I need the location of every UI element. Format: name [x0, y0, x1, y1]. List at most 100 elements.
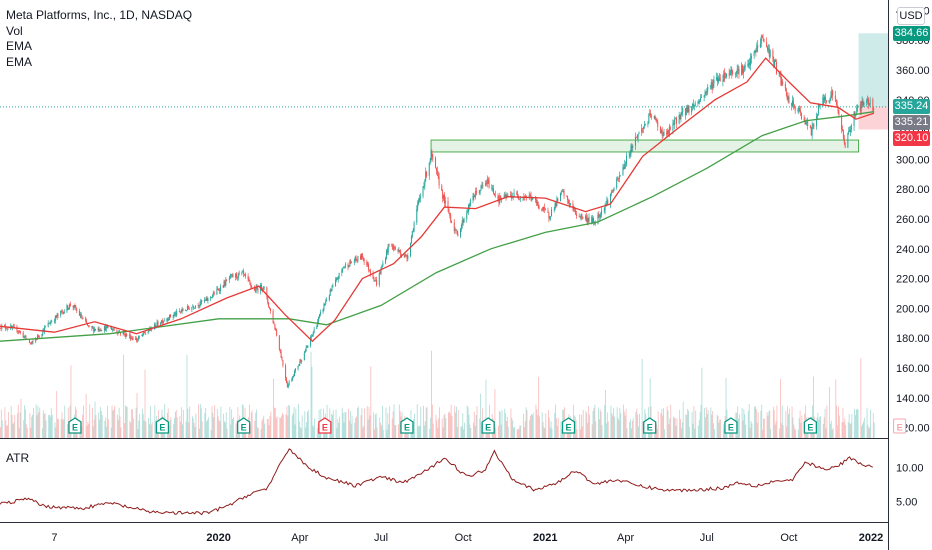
- volume-bar: [756, 422, 758, 438]
- candle-body: [28, 339, 30, 343]
- candle-body: [316, 325, 318, 330]
- volume-bar: [723, 429, 725, 438]
- volume-bar: [151, 422, 153, 438]
- candle-body: [311, 334, 313, 337]
- candle-body: [659, 126, 661, 134]
- candle-body: [562, 190, 564, 192]
- volume-bar: [520, 425, 522, 438]
- volume-bar: [530, 415, 532, 438]
- volume-bar: [89, 404, 91, 438]
- support-zone: [430, 139, 860, 153]
- volume-bar: [861, 426, 863, 438]
- legend-symbol[interactable]: Meta Platforms, Inc., 1D, NASDAQ: [6, 8, 193, 22]
- candle-body: [368, 264, 370, 270]
- legend-ema-fast[interactable]: EMA: [6, 39, 33, 53]
- volume-bar: [217, 416, 219, 438]
- candle-body: [228, 278, 230, 281]
- volume-bar: [455, 412, 457, 438]
- candle-body: [362, 257, 364, 259]
- volume-bar: [316, 427, 318, 438]
- candle-body: [631, 145, 633, 148]
- volume-bar: [354, 422, 356, 438]
- candle-body: [638, 132, 640, 135]
- candle-body: [497, 195, 499, 200]
- candle-body: [337, 278, 339, 280]
- volume-bar: [198, 404, 200, 438]
- price-tick-label: 140.00: [896, 393, 930, 405]
- candle-body: [712, 83, 714, 89]
- volume-bar: [813, 376, 814, 438]
- candle-body: [828, 100, 830, 103]
- volume-bar: [695, 410, 697, 438]
- volume-bar: [531, 415, 533, 438]
- volume-bar: [6, 425, 8, 438]
- candle-body: [207, 298, 209, 301]
- volume-bar: [381, 425, 382, 438]
- volume-bar: [274, 407, 276, 438]
- candle-body: [385, 250, 387, 259]
- volume-bar: [542, 421, 544, 438]
- time-axis: 7 2020 Apr Jul Oct 2021 Apr Jul Oct 2022: [51, 532, 883, 544]
- volume-bar: [374, 414, 376, 438]
- volume-bar: [580, 429, 582, 438]
- volume-bar: [668, 424, 670, 438]
- volume-bar: [535, 404, 537, 438]
- candle-body: [48, 322, 50, 324]
- candle-body: [294, 368, 296, 372]
- candle-body: [863, 102, 865, 106]
- candle-body: [681, 112, 683, 114]
- candle-body: [218, 289, 220, 291]
- candle-body: [842, 130, 844, 139]
- candle-body: [286, 382, 288, 388]
- candle-body: [544, 208, 546, 211]
- candle-body: [74, 305, 76, 307]
- candle-body: [579, 216, 581, 218]
- volume-bar: [550, 421, 552, 438]
- volume-bar: [218, 420, 220, 438]
- volume-bar: [711, 414, 713, 438]
- candle-body: [860, 103, 862, 111]
- candle-body: [854, 111, 856, 116]
- candle-body: [722, 79, 724, 82]
- volume-bar: [311, 366, 313, 438]
- time-tick-label: Jul: [374, 532, 388, 544]
- candle-body: [807, 121, 809, 126]
- volume-bar: [575, 420, 577, 438]
- candle-body: [453, 222, 455, 231]
- candle-body: [478, 192, 480, 194]
- volume-bar: [479, 418, 481, 438]
- volume-bar: [357, 406, 359, 438]
- volume-bar: [841, 422, 843, 438]
- candle-body: [713, 80, 715, 84]
- volume-bar: [348, 420, 350, 438]
- candle-body: [111, 327, 113, 330]
- candle-body: [773, 58, 775, 67]
- volume-bar: [744, 414, 746, 438]
- currency-button[interactable]: USD: [897, 7, 925, 25]
- volume-bar: [676, 418, 678, 438]
- volume-bar: [687, 408, 689, 438]
- candle-body: [862, 100, 864, 106]
- volume-bar: [99, 419, 100, 438]
- candle-body: [305, 347, 307, 352]
- candle-body: [584, 216, 586, 219]
- candle-body: [560, 190, 562, 193]
- volume-bar: [545, 413, 547, 438]
- volume-bar: [773, 410, 775, 438]
- legend-ema-slow[interactable]: EMA: [6, 54, 33, 69]
- volume-bar: [182, 409, 184, 438]
- candle-body: [54, 315, 56, 322]
- volume-bar: [313, 426, 315, 438]
- candle-body: [729, 73, 731, 75]
- volume-bar: [713, 423, 714, 438]
- volume-bar: [526, 409, 528, 438]
- candle-body: [492, 188, 494, 190]
- atr-pane-label[interactable]: ATR: [6, 451, 30, 465]
- volume-bar: [536, 409, 538, 438]
- candle-body: [867, 98, 869, 105]
- candle-body: [872, 99, 874, 111]
- candle-body: [38, 336, 40, 338]
- legend-vol[interactable]: Vol: [6, 23, 23, 38]
- volume-bar: [419, 425, 421, 438]
